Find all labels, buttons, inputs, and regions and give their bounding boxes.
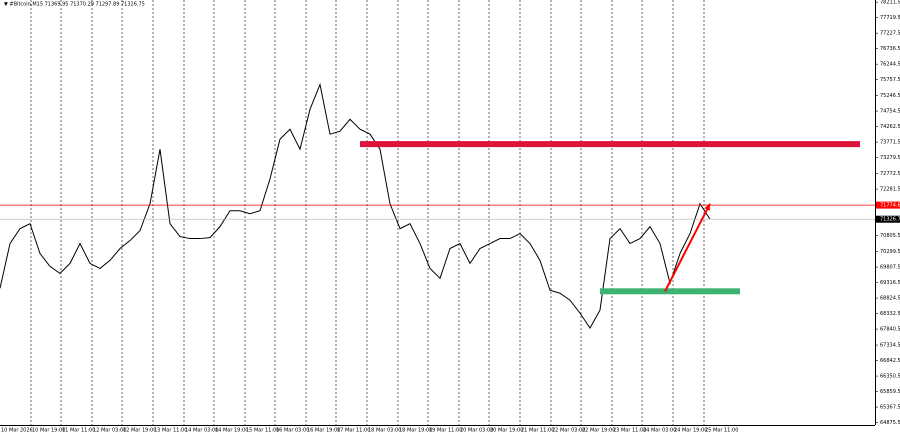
y-tick-label: 76244.50 <box>880 62 900 68</box>
x-tick-label: 16 Mar 19:00 <box>307 428 340 434</box>
zone <box>600 288 740 295</box>
zone <box>360 141 860 148</box>
y-tick-label: 67334.50 <box>880 343 900 349</box>
x-tick-label: 25 Mar 11:00 <box>705 428 738 434</box>
x-tick-label: 20 Mar 19:00 <box>490 428 523 434</box>
y-tick-label: 73279.50 <box>880 155 900 161</box>
y-tick-label: 72281.50 <box>880 187 900 193</box>
y-tick-label: 74262.50 <box>880 124 900 130</box>
x-tick-label: 10 Mar 19:00 <box>32 428 65 434</box>
x-tick-label: 24 Mar 19:00 <box>674 428 707 434</box>
x-tick-label: 19 Mar 11:00 <box>429 428 462 434</box>
y-tick-label: 68824.50 <box>880 296 900 302</box>
y-tick-label: 66350.50 <box>880 374 900 380</box>
x-tick-label: 17 Mar 11:00 <box>337 428 370 434</box>
x-tick-label: 20 Mar 03:00 <box>460 428 493 434</box>
y-tick-label: 72772.50 <box>880 171 900 177</box>
y-tick-label: 77719.50 <box>880 15 900 21</box>
y-tick-label: 66842.50 <box>880 358 900 364</box>
level-label: 71774.60 <box>880 203 900 209</box>
y-tick-label: 75757.50 <box>880 77 900 83</box>
x-tick-label: 12 Mar 19:00 <box>123 428 156 434</box>
x-tick-label: 18 Mar 19:00 <box>399 428 432 434</box>
x-tick-label: 22 Mar 03:00 <box>552 428 585 434</box>
price-line <box>0 82 711 329</box>
x-tick-label: 14 Mar 03:00 <box>185 428 218 434</box>
y-tick-label: 68332.50 <box>880 311 900 317</box>
y-tick-label: 65859.50 <box>880 389 900 395</box>
arrow-shaft <box>664 203 711 292</box>
y-tick-label: 69316.50 <box>880 280 900 286</box>
arrow-head <box>704 203 710 211</box>
current-price-label: 71326.75 <box>880 217 900 223</box>
y-tick-label: 76736.50 <box>880 46 900 52</box>
y-tick-label: 70805.50 <box>880 233 900 239</box>
x-tick-label: 22 Mar 19:00 <box>582 428 615 434</box>
y-tick-label: 73771.50 <box>880 140 900 146</box>
y-tick-label: 69807.50 <box>880 265 900 271</box>
x-tick-label: 23 Mar 11:00 <box>613 428 646 434</box>
x-tick-label: 10 Mar 2026 <box>1 428 33 434</box>
y-tick-label: 65367.50 <box>880 405 900 411</box>
x-tick-label: 18 Mar 03:00 <box>368 428 401 434</box>
x-tick-label: 13 Mar 11:00 <box>154 428 187 434</box>
chart-title: ▼ #Bitcoin,M15 71369.95 71370.29 71297.8… <box>4 2 145 8</box>
x-tick-label: 14 Mar 19:00 <box>215 428 248 434</box>
y-tick-label: 67840.50 <box>880 327 900 333</box>
y-tick-label: 77227.50 <box>880 31 900 37</box>
x-tick-label: 11 Mar 11:00 <box>62 428 95 434</box>
level-label-box <box>876 201 900 209</box>
x-tick-label: 12 Mar 03:00 <box>93 428 126 434</box>
x-tick-label: 15 Mar 11:00 <box>246 428 279 434</box>
y-tick-label: 75246.50 <box>880 93 900 99</box>
current-price-box <box>876 215 900 223</box>
y-tick-label: 64875.50 <box>880 420 900 426</box>
y-tick-label: 70299.50 <box>880 249 900 255</box>
x-tick-label: 16 Mar 03:00 <box>276 428 309 434</box>
y-tick-label: 78211.50 <box>880 0 900 6</box>
y-tick-label: 74754.50 <box>880 109 900 115</box>
x-tick-label: 21 Mar 11:00 <box>521 428 554 434</box>
x-tick-label: 24 Mar 03:00 <box>643 428 676 434</box>
